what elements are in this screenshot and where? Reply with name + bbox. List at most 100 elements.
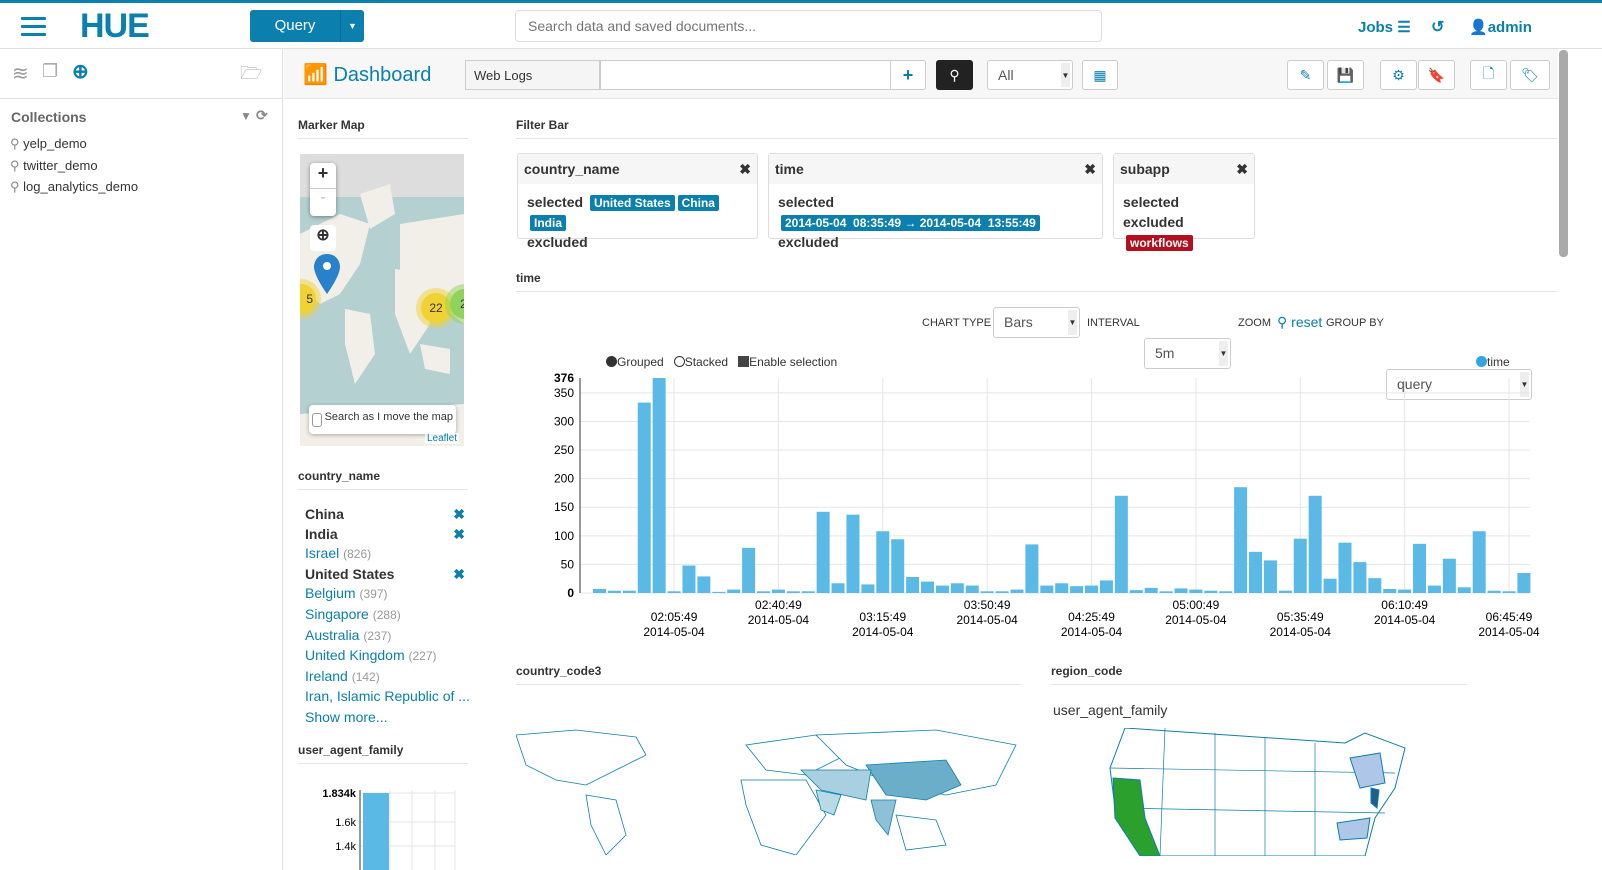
bar[interactable] xyxy=(1502,591,1516,593)
zoom-out-button[interactable]: - xyxy=(320,189,326,206)
refresh-icon[interactable]: ⟳ xyxy=(256,107,268,123)
facet-item[interactable]: China ✖ xyxy=(305,505,465,525)
world-choropleth-map[interactable] xyxy=(516,725,1018,855)
bar[interactable] xyxy=(1159,591,1173,593)
global-search-input[interactable] xyxy=(515,10,1102,42)
marker-map[interactable]: + - ⊕ 5 22 2 Search as I move the map Le… xyxy=(300,154,464,446)
scrollbar-thumb[interactable] xyxy=(1559,50,1568,257)
bar[interactable] xyxy=(622,590,636,593)
bar[interactable] xyxy=(950,583,964,593)
reset-zoom-link[interactable]: ⚲ reset xyxy=(1277,314,1322,331)
bar[interactable] xyxy=(1517,572,1531,593)
facet-item[interactable]: United States ✖ xyxy=(305,565,465,585)
remove-filter-icon[interactable]: ✖ xyxy=(453,525,465,542)
hue-logo[interactable]: HUE xyxy=(80,7,150,45)
bar[interactable] xyxy=(846,514,860,593)
bar[interactable] xyxy=(786,591,800,593)
filter-tag[interactable]: China xyxy=(677,195,719,211)
filter-tag[interactable]: United States xyxy=(589,195,675,211)
jobs-button[interactable]: Jobs ☰ xyxy=(1358,18,1411,36)
tags-button[interactable]: 🏷 xyxy=(1510,60,1550,90)
facet-label[interactable]: United Kingdom xyxy=(305,647,405,664)
bar[interactable] xyxy=(1263,560,1277,593)
bar[interactable] xyxy=(980,591,994,593)
marker-cluster[interactable]: 22 xyxy=(421,293,451,323)
bar[interactable] xyxy=(816,511,830,593)
bar[interactable] xyxy=(1085,585,1099,593)
facet-label[interactable]: Iran, Islamic Republic of ... xyxy=(305,688,470,705)
filter-tag[interactable]: 2014-05-04 08:35:49 → 2014-05-04 13:55:4… xyxy=(781,215,1040,231)
bar[interactable] xyxy=(1368,578,1382,593)
bar[interactable] xyxy=(965,585,979,593)
caret-down-icon[interactable]: ▼ xyxy=(340,10,364,42)
interval-select[interactable]: 5m ▼ xyxy=(1144,338,1231,369)
facet-item[interactable]: Ireland (142) xyxy=(305,667,465,688)
bar[interactable] xyxy=(1323,578,1337,593)
facet-label[interactable]: Australia xyxy=(305,626,360,643)
facet-label[interactable]: Ireland xyxy=(305,667,348,684)
bar[interactable] xyxy=(667,591,681,593)
enable-selection-toggle[interactable]: Enable selection xyxy=(738,355,837,369)
bar[interactable] xyxy=(1010,589,1024,593)
map-marker-icon[interactable] xyxy=(314,254,340,294)
bar[interactable] xyxy=(906,576,920,593)
filter-icon[interactable]: ▼ xyxy=(240,109,252,123)
bar[interactable] xyxy=(1129,590,1143,593)
documents-icon[interactable]: ❐ xyxy=(42,61,59,81)
bar[interactable] xyxy=(1427,585,1441,593)
bar[interactable] xyxy=(1144,587,1158,593)
bar[interactable] xyxy=(1413,543,1427,593)
bar[interactable] xyxy=(712,591,726,593)
search-button[interactable]: ⚲ xyxy=(936,60,973,90)
search-plus-icon[interactable]: ⊕ xyxy=(72,61,89,83)
bar[interactable] xyxy=(1383,588,1397,593)
bar[interactable] xyxy=(891,539,905,593)
zoom-in-button[interactable]: + xyxy=(310,163,336,189)
leaflet-attribution[interactable]: Leaflet xyxy=(424,433,459,444)
chart-type-select[interactable]: Bars ▼ xyxy=(993,307,1080,338)
collection-item[interactable]: ⚲ twitter_demo xyxy=(10,155,138,177)
show-more-link[interactable]: Show more... xyxy=(305,708,388,725)
bar[interactable] xyxy=(652,378,666,593)
bar[interactable] xyxy=(1308,495,1322,593)
bar[interactable] xyxy=(1114,495,1128,593)
bar[interactable] xyxy=(682,565,696,593)
bar[interactable] xyxy=(1025,544,1039,593)
facet-item[interactable]: Israel (826) xyxy=(305,544,465,565)
zoom-box-icon[interactable]: ⊕ xyxy=(310,225,336,251)
marker-cluster[interactable]: 5 xyxy=(300,284,316,314)
bar[interactable] xyxy=(1457,587,1471,593)
bar[interactable] xyxy=(935,585,949,593)
calendar-button[interactable]: ▦ xyxy=(1082,60,1118,90)
bar[interactable] xyxy=(1278,590,1292,593)
bar[interactable] xyxy=(1398,589,1412,593)
bar[interactable] xyxy=(1234,487,1248,593)
facet-label[interactable]: Israel xyxy=(305,545,340,562)
facet-item[interactable]: Australia (237) xyxy=(305,626,465,647)
query-button[interactable]: Query ▼ xyxy=(250,10,364,42)
bar[interactable] xyxy=(1338,542,1352,593)
bar[interactable] xyxy=(1040,585,1054,593)
date-range-select[interactable]: All ▼ xyxy=(987,60,1073,90)
group-by-select[interactable]: query ▼ xyxy=(1386,369,1532,400)
bar[interactable] xyxy=(1442,558,1456,593)
bar[interactable] xyxy=(757,591,771,593)
bar[interactable] xyxy=(727,589,741,593)
bookmark-button[interactable]: 🔖 xyxy=(1418,60,1455,90)
bar[interactable] xyxy=(1099,580,1113,593)
checkbox[interactable] xyxy=(312,413,322,427)
search-as-move-toggle[interactable]: Search as I move the map xyxy=(309,405,456,434)
bar[interactable] xyxy=(1219,591,1233,593)
folder-open-icon[interactable]: 🗁 xyxy=(240,63,263,83)
bar[interactable] xyxy=(637,402,651,593)
database-icon[interactable]: ≋ xyxy=(12,63,29,85)
bar[interactable] xyxy=(593,588,606,593)
menu-icon[interactable] xyxy=(21,12,46,41)
filter-tag[interactable]: workflows xyxy=(1126,235,1193,251)
collection-item[interactable]: ⚲ yelp_demo xyxy=(10,133,138,155)
remove-filter-icon[interactable]: ✖ xyxy=(453,565,465,582)
bar[interactable] xyxy=(1472,531,1486,593)
grouped-radio[interactable]: Grouped xyxy=(606,355,664,369)
bar[interactable] xyxy=(697,576,711,593)
bar[interactable] xyxy=(1293,538,1307,593)
